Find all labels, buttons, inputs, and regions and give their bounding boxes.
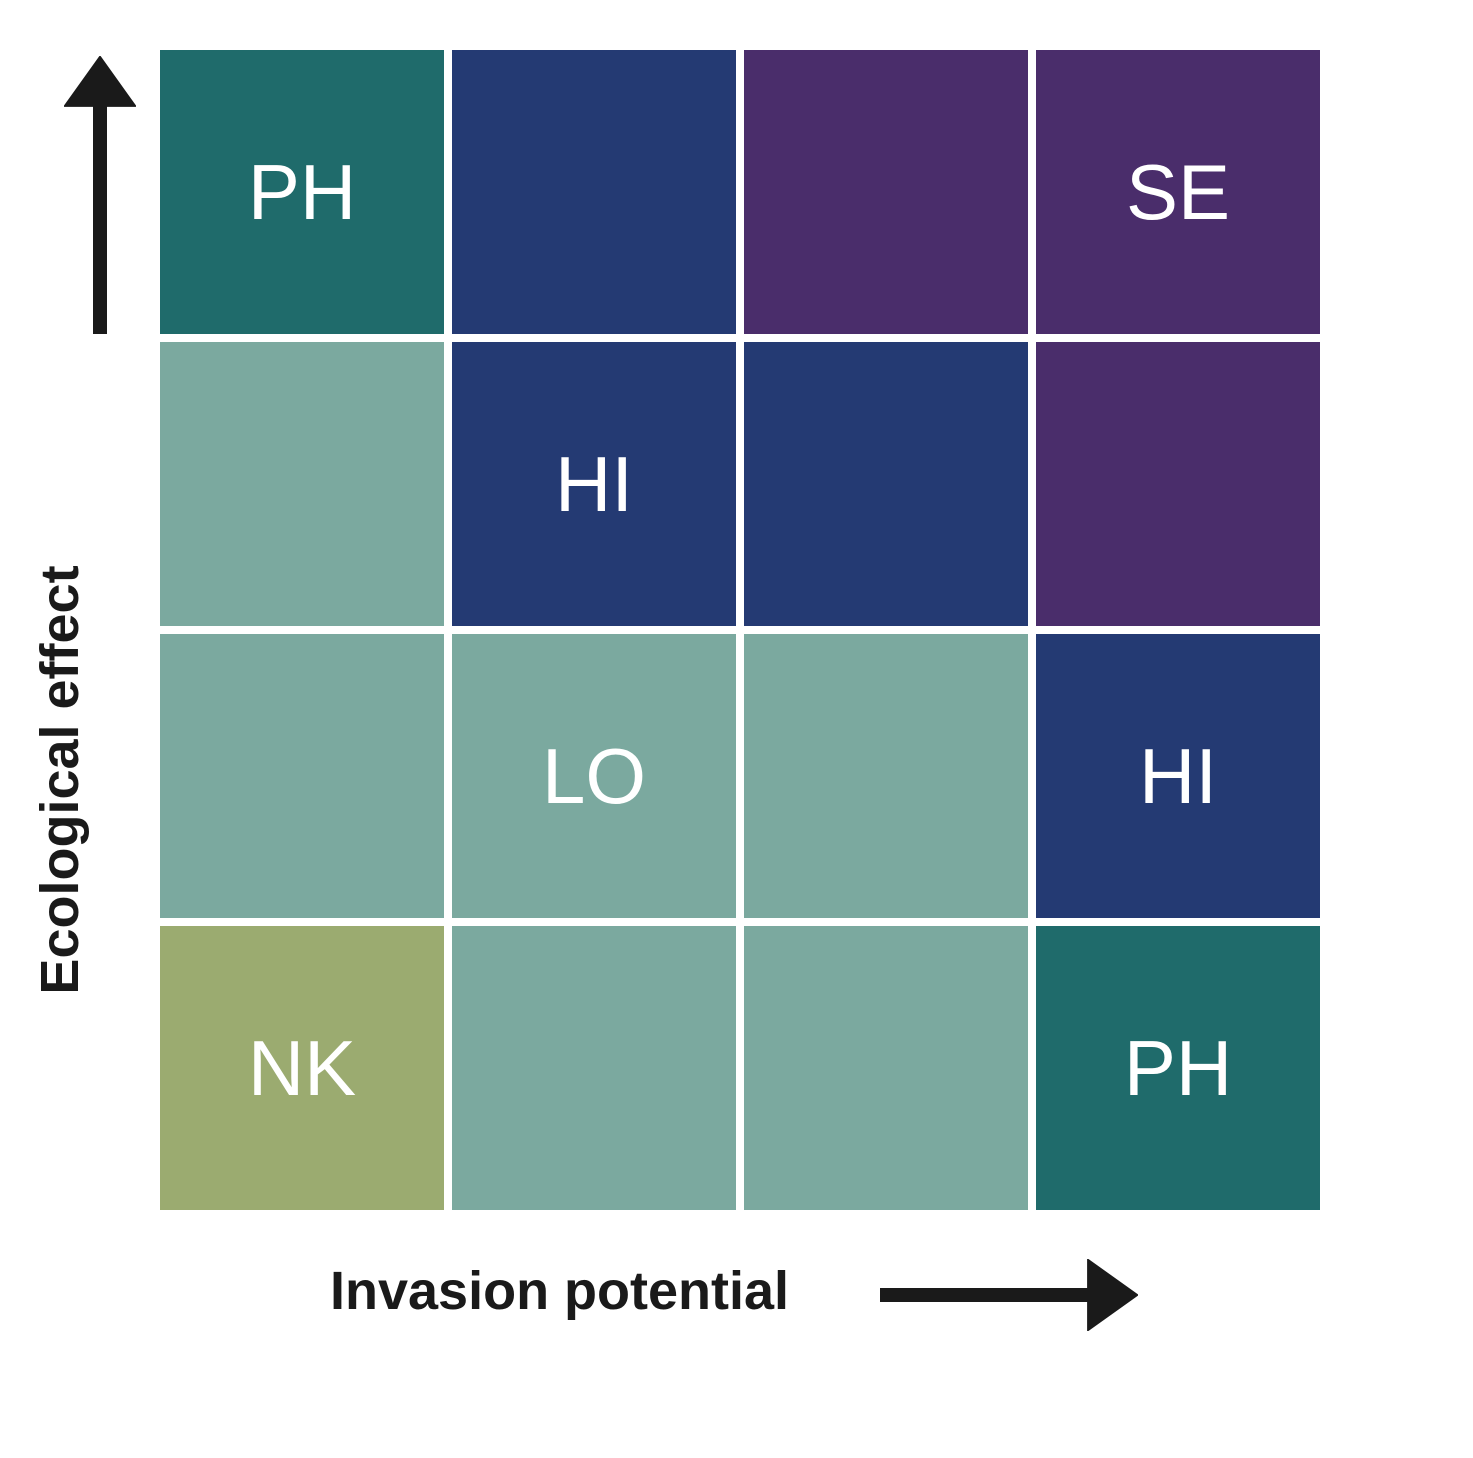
matrix-cell: LO bbox=[452, 634, 736, 918]
matrix-cell bbox=[160, 634, 444, 918]
matrix-cell: PH bbox=[160, 50, 444, 334]
matrix-cell: HI bbox=[452, 342, 736, 626]
x-axis-label: Invasion potential bbox=[330, 1260, 789, 1322]
y-axis-arrow-icon bbox=[64, 56, 136, 334]
matrix-cell: PH bbox=[1036, 926, 1320, 1210]
x-axis-arrow-icon bbox=[880, 1259, 1138, 1331]
matrix-cell bbox=[744, 50, 1028, 334]
matrix-cell: SE bbox=[1036, 50, 1320, 334]
matrix-cell: NK bbox=[160, 926, 444, 1210]
matrix-cell bbox=[1036, 342, 1320, 626]
matrix-cell bbox=[452, 926, 736, 1210]
matrix-cell bbox=[744, 342, 1028, 626]
matrix-cell bbox=[744, 634, 1028, 918]
matrix-cell: HI bbox=[1036, 634, 1320, 918]
matrix-cell bbox=[452, 50, 736, 334]
matrix-cell bbox=[744, 926, 1028, 1210]
y-axis-label: Ecological effect bbox=[29, 565, 91, 994]
matrix-cell bbox=[160, 342, 444, 626]
risk-matrix-grid: PHSEHILOHINKPH bbox=[160, 50, 1320, 1210]
